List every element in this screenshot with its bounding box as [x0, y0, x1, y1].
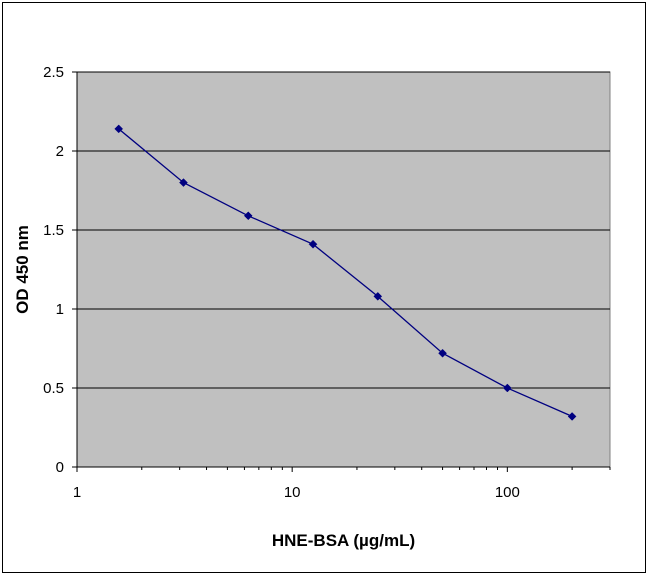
series	[114, 124, 577, 421]
x-axis-ticks: 1 10 100	[73, 467, 611, 501]
y-tick-label: 1.5	[43, 222, 64, 239]
data-point	[502, 383, 512, 393]
x-axis-title: HNE-BSA (µg/mL)	[272, 531, 415, 550]
data-point	[243, 211, 253, 221]
data-point	[179, 178, 188, 187]
y-tick-label: 0.5	[43, 380, 64, 397]
data-point	[438, 348, 447, 358]
y-tick-label: 2.5	[43, 64, 64, 81]
y-axis-title: OD 450 nm	[13, 225, 32, 314]
x-tick-label: 1	[73, 484, 81, 501]
y-axis-ticks: 0 0.5 1 1.5 2 2.5	[43, 64, 77, 476]
gridlines	[77, 71, 610, 389]
y-tick-label: 1	[56, 301, 64, 318]
y-tick-label: 0	[56, 459, 64, 476]
x-tick-label: 10	[284, 484, 301, 501]
axes	[76, 72, 610, 468]
x-tick-label: 100	[495, 484, 520, 501]
data-point	[114, 124, 124, 134]
series-line	[118, 128, 573, 417]
y-tick-label: 2	[56, 143, 64, 160]
data-point	[567, 412, 577, 421]
data-point	[308, 239, 318, 249]
data-point	[373, 292, 383, 301]
